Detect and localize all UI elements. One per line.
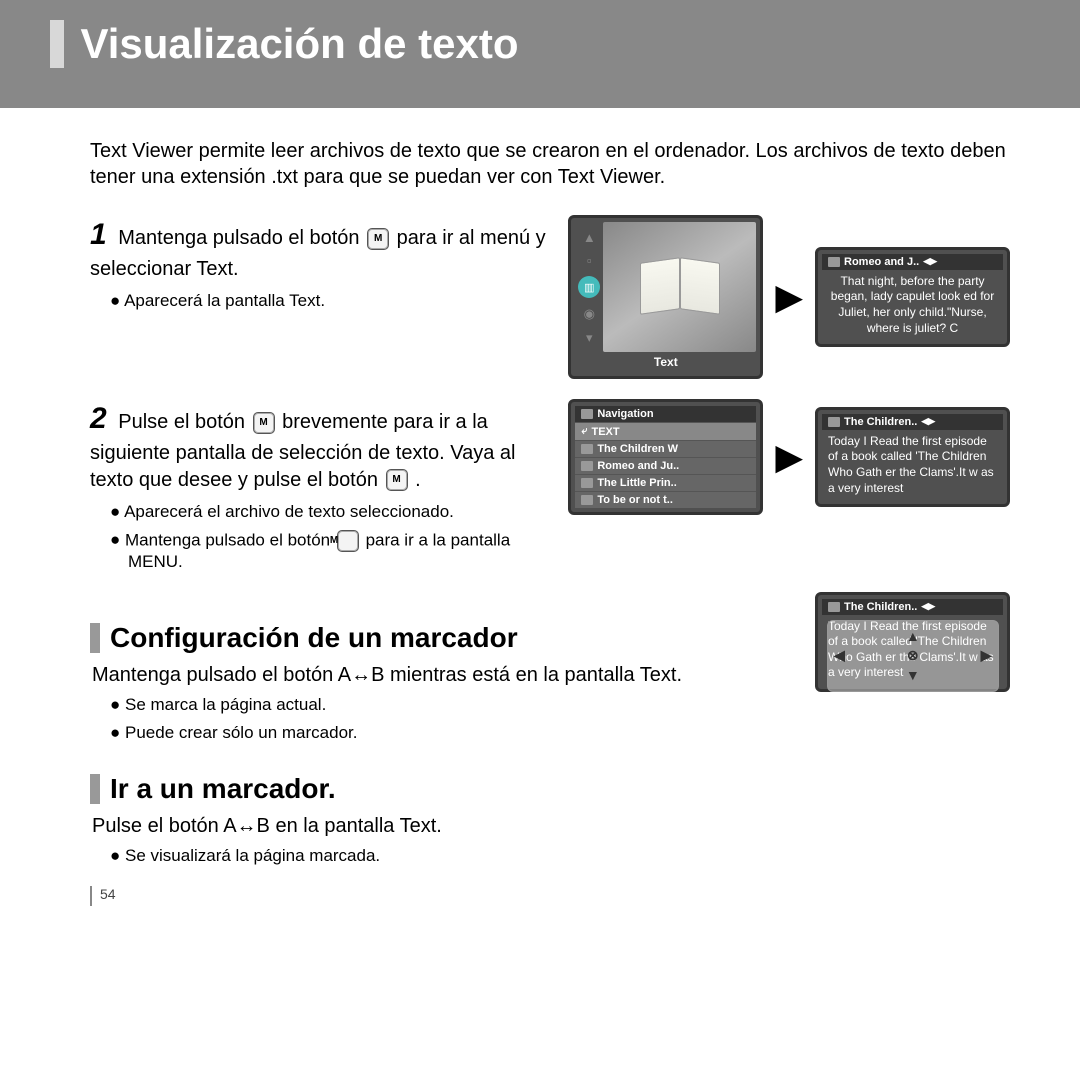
section-bar-icon: [90, 623, 100, 653]
screen-romeo-body: That night, before the party began, lady…: [822, 270, 1003, 340]
step-1: 1 Mantenga pulsado el botón M para ir al…: [90, 215, 1010, 379]
nav-item: The Little Prin..: [575, 474, 756, 491]
section-bookmark-title: Configuración de un marcador: [110, 622, 518, 654]
overlay-front: ▲ ◀⊗▶ ▼: [827, 620, 999, 693]
step-2-figures: Navigation ⤶TEXT The Children W Romeo an…: [568, 399, 1010, 515]
page-title: Visualización de texto: [80, 20, 518, 68]
screen-children: The Children..◀▶ Today I Read the first …: [815, 407, 1010, 507]
m-button-icon: M: [337, 530, 359, 552]
book-icon: ▥: [578, 276, 600, 298]
book-illustration: [603, 222, 756, 352]
screen-children-body: Today I Read the first episode of a book…: [822, 430, 1003, 500]
screen-navigation: Navigation ⤶TEXT The Children W Romeo an…: [568, 399, 763, 515]
step-1-number: 1: [90, 218, 107, 251]
page-number: 54: [90, 886, 1010, 906]
screen-romeo: Romeo and J..◀▶ That night, before the p…: [815, 247, 1010, 347]
page-header: Visualización de texto: [0, 0, 1080, 108]
section-bookmark-body: Mantenga pulsado el botón A↔B mientras e…: [92, 664, 795, 687]
step-1-bullet: Aparecerá la pantalla Text.: [110, 291, 548, 311]
screen-bookmark-overlay: The Children..◀▶ Today I Read the first …: [815, 592, 1010, 737]
screen-children-title: The Children..: [844, 416, 917, 428]
doc-icon: [828, 417, 840, 427]
doc-icon: [828, 257, 840, 267]
arrow-icon: ▶: [775, 436, 803, 478]
step-2-number: 2: [90, 402, 107, 435]
goto-bullet-1: Se visualizará la página marcada.: [110, 846, 1010, 866]
screen-romeo-title: Romeo and J..: [844, 256, 919, 268]
nav-item: ⤶TEXT: [575, 422, 756, 440]
section-bar-icon: [90, 774, 100, 804]
nav-item: To be or not t..: [575, 491, 756, 508]
nav-icon: [581, 409, 593, 419]
section-goto-title: Ir a un marcador.: [110, 773, 336, 805]
page-content: Text Viewer permite leer archivos de tex…: [0, 108, 1080, 906]
m-button-icon: M: [253, 412, 275, 434]
header-bar-icon: [50, 20, 64, 68]
goto-section: Ir a un marcador.: [90, 773, 1010, 805]
step-2-text-a: Pulse el botón: [118, 411, 250, 433]
step-1-text-a: Mantenga pulsado el botón: [118, 227, 365, 249]
intro-text: Text Viewer permite leer archivos de tex…: [90, 138, 1010, 190]
screen-text-footer: Text: [575, 352, 756, 372]
section-goto-body: Pulse el botón A↔B en la pantalla Text.: [92, 815, 1010, 838]
step-2-bullet-2: Mantenga pulsado el botón M para ir a la…: [110, 530, 548, 572]
m-button-icon: M: [386, 469, 408, 491]
step-2-text-c: .: [415, 469, 421, 491]
bookmark-bullet-2: Puede crear sólo un marcador.: [110, 723, 795, 743]
step-2: 2 Pulse el botón M brevemente para ir a …: [90, 399, 1010, 572]
nav-item: The Children W: [575, 440, 756, 457]
nav-item: Romeo and Ju..: [575, 457, 756, 474]
bookmark-bullet-1: Se marca la página actual.: [110, 695, 795, 715]
bookmark-section: Configuración de un marcador Mantenga pu…: [90, 592, 1010, 743]
screen-nav-title: Navigation: [597, 408, 653, 420]
step-1-figures: ▲▫▥◉▾ Text ▶ Romeo and J..◀▶ That night,…: [568, 215, 1010, 379]
side-icons: ▲▫▥◉▾: [575, 222, 603, 352]
screen-text-menu: ▲▫▥◉▾ Text: [568, 215, 763, 379]
step-2-bullet-1: Aparecerá el archivo de texto selecciona…: [110, 502, 548, 522]
m-button-icon: M: [367, 228, 389, 250]
arrow-icon: ▶: [775, 276, 803, 318]
